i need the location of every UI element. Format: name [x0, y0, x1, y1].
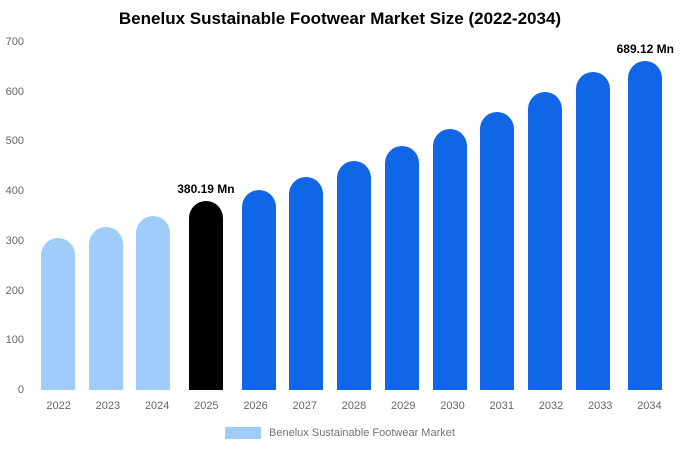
bar-column-2029	[378, 42, 426, 390]
y-axis-tick-label: 500	[5, 135, 24, 148]
x-axis-label-2033: 2033	[587, 400, 613, 412]
bar-2023[interactable]	[88, 227, 123, 390]
y-axis-tick-label: 200	[5, 284, 24, 297]
y-axis-tick-label: 700	[5, 36, 24, 48]
bar-column-2028	[330, 42, 378, 390]
bar-column-2022	[34, 42, 82, 390]
legend-label[interactable]: Benelux Sustainable Footwear Market	[269, 427, 455, 439]
bar-2024[interactable]	[136, 216, 171, 390]
bar-2029[interactable]	[384, 146, 419, 390]
x-axis-label-2024: 2024	[144, 400, 170, 412]
y-axis-tick-label: 400	[5, 185, 24, 198]
bar-2028[interactable]	[337, 161, 371, 390]
y-axis-tick-label: 0	[17, 384, 24, 396]
x-axis-label-2030: 2030	[440, 400, 465, 412]
bar-value-label-2025: 380.19 Mn	[177, 182, 235, 196]
bar-column-2023	[82, 42, 130, 390]
bar-column-2031	[473, 42, 521, 390]
legend-swatch[interactable]	[225, 427, 262, 439]
bar-2030[interactable]	[432, 129, 467, 390]
x-axis-label-2027: 2027	[292, 400, 318, 412]
x-axis-label-2031: 2031	[489, 400, 514, 412]
bar-2034[interactable]	[628, 61, 663, 390]
x-axis-label-2028: 2028	[341, 400, 367, 412]
bar-column-2034: 689.12 Mn	[617, 42, 674, 390]
x-axis-label-2032: 2032	[538, 400, 564, 412]
x-axis-label-2025: 2025	[194, 400, 219, 412]
x-axis-label-2034: 2034	[637, 400, 662, 412]
bar-2022[interactable]	[40, 238, 75, 390]
x-axis-label-2023: 2023	[95, 400, 121, 412]
bar-value-label-2034: 689.12 Mn	[616, 42, 674, 56]
x-axis-labels: 2022 2023 2024 2025 2026 2027 2028 2029 2030 2031…	[34, 400, 674, 412]
bar-column-2033	[569, 42, 617, 390]
bar-2027[interactable]	[289, 177, 324, 390]
bar-column-2027	[282, 42, 330, 390]
bar-column-2024	[130, 42, 178, 390]
bar-2032[interactable]	[528, 92, 562, 390]
y-axis-tick-label: 300	[5, 234, 24, 247]
bar-2025[interactable]	[188, 201, 223, 390]
chart-legend[interactable]: Benelux Sustainable Footwear Market	[0, 427, 680, 439]
x-axis-label-2022: 2022	[46, 400, 71, 412]
bar-2031[interactable]	[480, 112, 515, 390]
x-axis-label-2026: 2026	[243, 400, 268, 412]
chart-title: Benelux Sustainable Footwear Market Size…	[118, 9, 562, 28]
bar-2026[interactable]	[241, 190, 276, 390]
plot-area: 380.19 Mn 689.12 Mn	[34, 42, 674, 390]
x-axis-label-2029: 2029	[391, 400, 416, 412]
y-axis-tick-label: 100	[5, 334, 24, 347]
y-axis-tick-label: 600	[5, 85, 24, 98]
bar-2033[interactable]	[575, 72, 610, 390]
bar-column-2025: 380.19 Mn	[177, 42, 235, 390]
bar-column-2030	[426, 42, 474, 390]
bar-column-2032	[521, 42, 569, 390]
y-axis: 0 100 200 300 400 500 600 700	[0, 0, 30, 450]
bar-column-2026	[235, 42, 283, 390]
